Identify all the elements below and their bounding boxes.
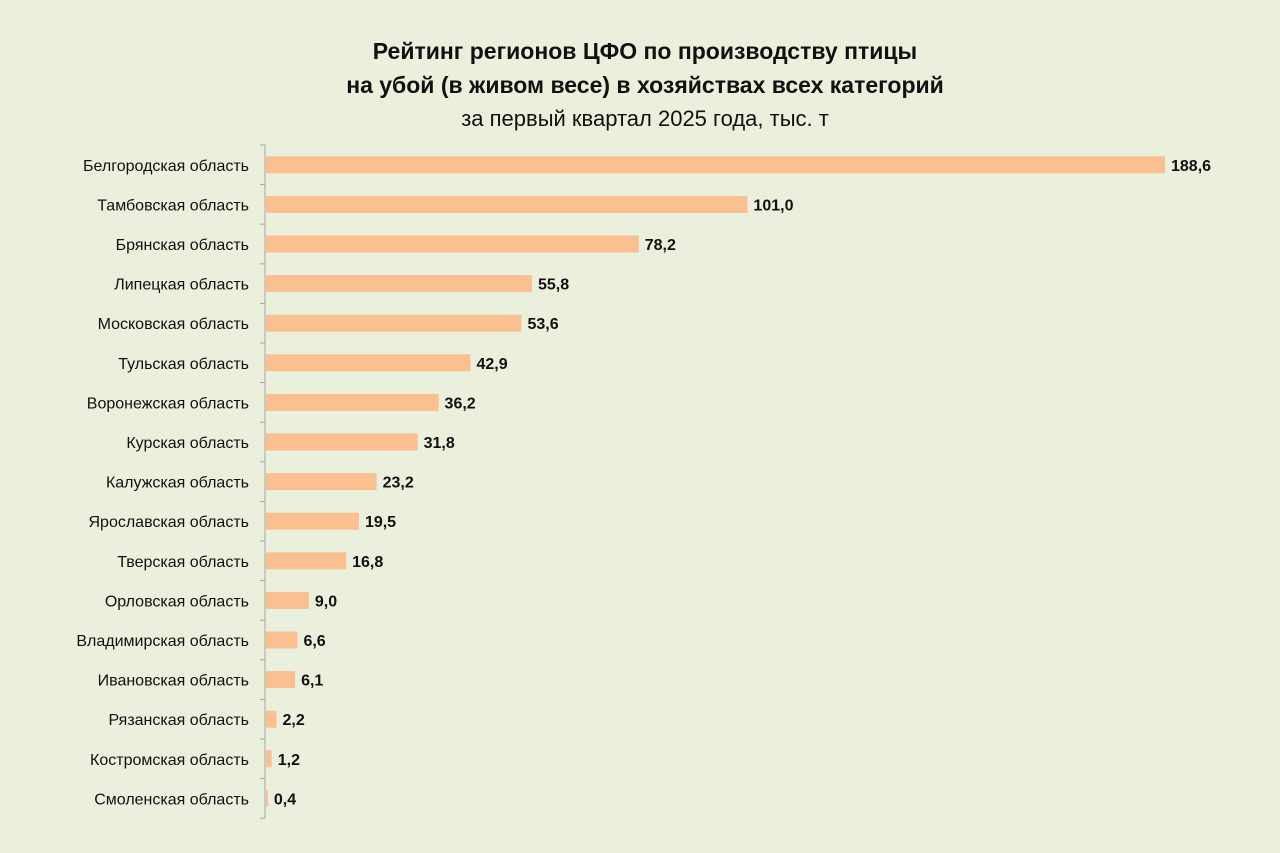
data-label: 101,0 <box>753 197 793 214</box>
bar <box>266 473 377 491</box>
category-label: Смоленская область <box>94 791 249 808</box>
category-label: Тамбовская область <box>97 197 249 214</box>
data-label: 6,6 <box>303 633 325 650</box>
category-label: Тульская область <box>118 356 249 373</box>
category-label: Московская область <box>98 316 249 333</box>
data-label: 42,9 <box>476 356 507 373</box>
category-label: Липецкая область <box>114 277 249 294</box>
category-label: Белгородская область <box>83 158 249 175</box>
data-label: 55,8 <box>538 277 569 294</box>
bar <box>266 631 298 649</box>
category-label: Костромская область <box>90 752 249 769</box>
data-label: 31,8 <box>424 435 455 452</box>
chart-subtitle: за первый квартал 2025 года, тыс. т <box>461 106 829 131</box>
chart-title-block: Рейтинг регионов ЦФО по производству пти… <box>0 34 1280 136</box>
chart-title: Рейтинг регионов ЦФО по производству пти… <box>372 38 918 64</box>
data-label: 16,8 <box>352 554 383 571</box>
bar <box>266 235 639 253</box>
category-label: Брянская область <box>116 237 249 254</box>
category-label: Курская область <box>126 435 249 452</box>
bar <box>266 354 471 372</box>
data-label: 78,2 <box>645 237 676 254</box>
category-label: Калужская область <box>106 475 249 492</box>
category-label: Тверская область <box>117 554 249 571</box>
data-label: 1,2 <box>278 752 300 769</box>
category-label: Орловская область <box>105 593 249 610</box>
bar <box>266 512 359 530</box>
bar <box>266 195 748 213</box>
bar <box>266 710 277 728</box>
bar <box>266 750 272 768</box>
data-label: 6,1 <box>301 673 323 690</box>
category-labels-group: Белгородская область Тамбовская область Бр… <box>76 158 249 809</box>
bar <box>266 552 347 570</box>
bar <box>266 433 418 451</box>
category-label: Владимирская область <box>76 633 249 650</box>
chart-title-line-2: на убой (в живом весе) в хозяйствах всех… <box>346 72 944 98</box>
data-label: 53,6 <box>527 316 558 333</box>
data-label: 19,5 <box>365 514 396 531</box>
data-label: 9,0 <box>315 593 337 610</box>
data-label: 23,2 <box>383 475 414 492</box>
category-label: Рязанская область <box>109 712 249 729</box>
bars-group <box>260 144 1165 819</box>
bar <box>266 275 532 293</box>
bar <box>266 671 296 689</box>
data-label: 0,4 <box>274 791 296 808</box>
bar <box>266 156 1165 174</box>
category-label: Воронежская область <box>87 395 249 412</box>
bar <box>266 314 522 332</box>
category-label: Ивановская область <box>98 673 249 690</box>
bar <box>266 789 268 807</box>
bar <box>266 393 439 411</box>
data-label: 36,2 <box>445 395 476 412</box>
bar <box>266 591 309 609</box>
value-labels-group: 188,6 101,0 78,2 55,8 53,6 42,9 36,2 31,8 23,2 19… <box>274 158 1211 809</box>
data-label: 188,6 <box>1171 158 1211 175</box>
category-label: Ярославская область <box>88 514 249 531</box>
data-label: 2,2 <box>282 712 304 729</box>
